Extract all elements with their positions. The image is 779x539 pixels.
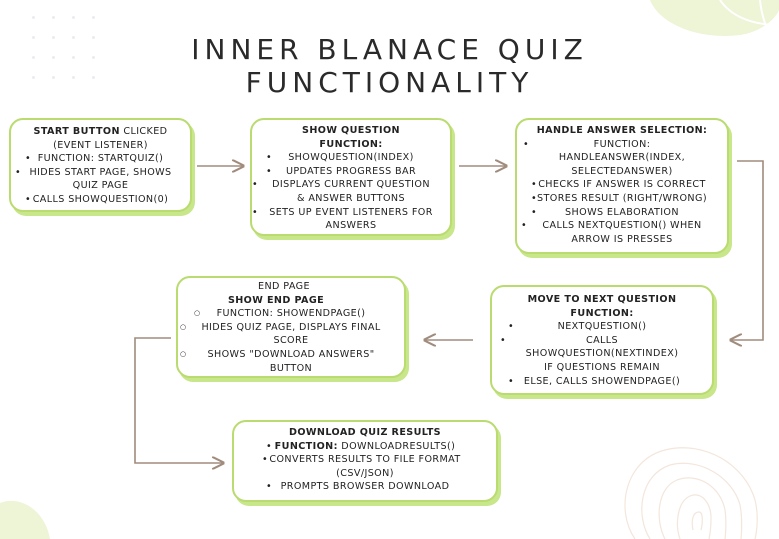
- list-item: • DISPLAYS CURRENT QUESTION & ANSWER BUTT…: [252, 179, 430, 204]
- list-item: • FUNCTION: STARTQUIZ(): [25, 153, 164, 165]
- page-title-line-2: FUNCTIONALITY: [245, 66, 534, 99]
- list-item: • UPDATES PROGRESS BAR: [266, 165, 417, 177]
- topographic-lines-decoration: [624, 447, 758, 539]
- show-question-heading: SHOW QUESTION: [302, 125, 400, 136]
- end-page-top-label: END PAGE: [258, 281, 310, 292]
- handle-answer-box: HANDLE ANSWER SELECTION: • FUNCTION: HAND…: [515, 118, 729, 254]
- list-item: • CALLS SHOWQUESTION(0): [25, 193, 169, 205]
- download-results-box: DOWNLOAD QUIZ RESULTS • FUNCTION: DOWNLOA…: [232, 420, 498, 502]
- arrow-end-page-to-download: [134, 337, 223, 463]
- list-item: • CHECKS IF ANSWER IS CORRECT: [531, 179, 706, 191]
- next-question-heading: MOVE TO NEXT QUESTION FUNCTION:: [527, 294, 677, 319]
- arrow-handle-answer-to-next-question: [731, 160, 764, 340]
- list-item: ○ SHOWS "DOWNLOAD ANSWERS" BUTTON: [180, 348, 375, 374]
- list-item: • HIDES START PAGE, SHOWS QUIZ PAGE: [15, 166, 172, 192]
- list-item: • SETS UP EVENT LISTENERS FOR ANSWERS: [252, 206, 433, 232]
- handle-answer-heading: HANDLE ANSWER SELECTION:: [536, 125, 708, 136]
- end-page-heading: SHOW END PAGE: [227, 294, 325, 306]
- list-item: ○ HIDES QUIZ PAGE, DISPLAYS FINAL SCORE: [180, 321, 381, 347]
- start-button-box: START BUTTON CLICKED (EVENT LISTENER) • F…: [9, 118, 192, 212]
- start-subheading: (EVENT LISTENER): [53, 139, 148, 151]
- list-item: • CONVERTS RESULTS TO FILE FORMAT (CSV/JS…: [262, 454, 461, 479]
- list-item: ○ FUNCTION: SHOWENDPAGE(): [194, 308, 366, 320]
- start-heading: START BUTTON CLICKED: [33, 126, 168, 137]
- show-question-function-label: FUNCTION:: [319, 138, 383, 150]
- list-item: • ELSE, CALLS SHOWENDPAGE(): [508, 375, 681, 387]
- end-page-box: END PAGE SHOW END PAGE ○ FUNCTION: SHOWEN…: [176, 276, 406, 378]
- list-item: • CALLS SHOWQUESTION(NEXTINDEX) IF QUESTI…: [500, 334, 679, 373]
- list-item: • PROMPTS BROWSER DOWNLOAD: [266, 481, 450, 493]
- list-item: • STORES RESULT (RIGHT/WRONG): [531, 192, 707, 204]
- bottom-left-blob: [0, 500, 50, 539]
- list-item: • SHOWS ELABORATION: [531, 206, 679, 218]
- list-item: • SHOWQUESTION(INDEX): [266, 152, 414, 164]
- list-item: • FUNCTION: DOWNLOADRESULTS(): [266, 440, 456, 452]
- show-question-box: SHOW QUESTION FUNCTION: • SHOWQUESTION(IN…: [250, 118, 452, 236]
- top-right-blob: [650, 0, 779, 46]
- list-item: • CALLS NEXTQUESTION() WHEN ARROW IS PRES…: [521, 220, 702, 245]
- next-question-box: MOVE TO NEXT QUESTION FUNCTION: • NEXTQUE…: [490, 285, 714, 395]
- download-heading: DOWNLOAD QUIZ RESULTS: [289, 427, 441, 438]
- list-item: • NEXTQUESTION(): [508, 321, 647, 333]
- list-item: • FUNCTION: HANDLEANSWER(INDEX, SELECTEDA…: [523, 138, 686, 177]
- page-title-line-1: INNER BLANACE QUIZ: [191, 33, 588, 66]
